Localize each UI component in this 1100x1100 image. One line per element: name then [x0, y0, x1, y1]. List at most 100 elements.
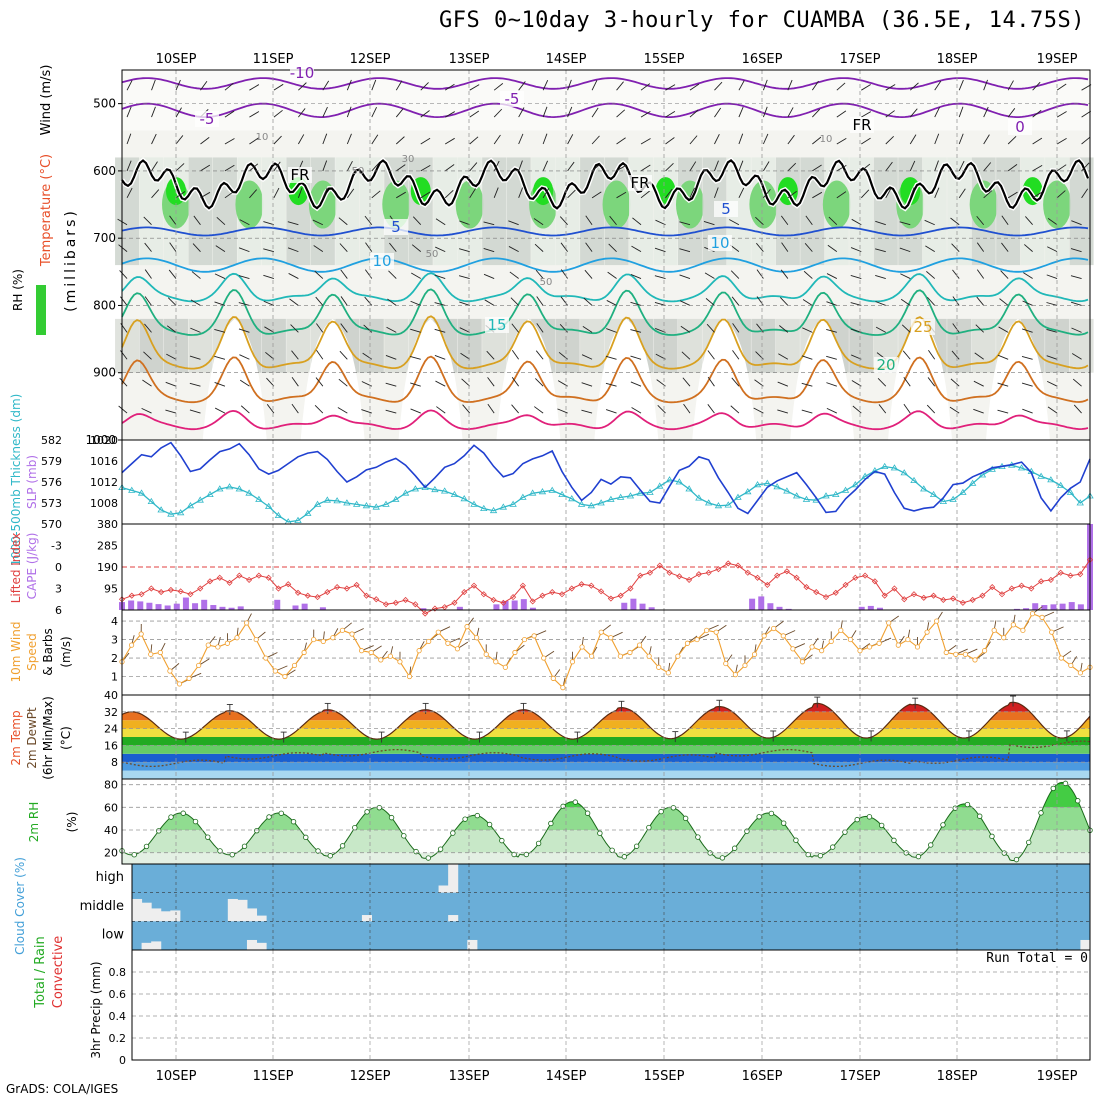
wind-barb — [607, 271, 617, 279]
wind-barb — [1056, 138, 1067, 145]
wind-barb — [264, 326, 275, 333]
wind-barb — [827, 244, 838, 253]
wind-speed-marker — [234, 635, 240, 641]
wind-barb — [828, 216, 838, 226]
wind-barb — [371, 134, 379, 145]
li-marker — [930, 592, 937, 599]
cape-bar — [858, 606, 865, 610]
wind-barb — [144, 323, 152, 333]
thickness-tick-label: 573 — [41, 497, 62, 510]
wind-barb — [1071, 327, 1082, 333]
li-marker — [510, 594, 517, 601]
li-marker — [206, 578, 214, 585]
li-marker — [979, 592, 986, 599]
wind-barb — [1007, 136, 1017, 145]
li-marker — [431, 605, 438, 612]
wind-barb — [928, 350, 936, 360]
wind-barb — [934, 107, 941, 118]
wind-barb — [631, 407, 642, 414]
wind-barb — [738, 133, 744, 145]
wind-barb — [567, 106, 573, 118]
wind-speed-marker — [176, 681, 183, 687]
li-marker — [343, 585, 350, 592]
wind-barb — [738, 106, 744, 118]
li-marker — [148, 585, 155, 592]
wind-barb — [1047, 380, 1058, 387]
temp-axis-title-a: 2m Temp — [9, 710, 23, 765]
wind-speed-marker — [962, 651, 969, 657]
wind-speed-marker — [148, 651, 154, 657]
li-marker — [754, 574, 761, 581]
li-marker — [197, 585, 204, 592]
wind-speed-marker — [272, 668, 278, 674]
cloud-middle-bar — [361, 915, 372, 922]
wind-barb — [469, 110, 480, 118]
wind-barb — [238, 302, 250, 306]
wind-barb — [371, 106, 377, 118]
cape-bar — [182, 597, 189, 610]
cape-tick-label: 190 — [97, 561, 118, 574]
rh-marker — [658, 808, 664, 815]
wind-barb — [850, 302, 862, 306]
wind-barb — [410, 382, 421, 387]
wind-barb — [679, 221, 691, 226]
rh-marker — [1075, 798, 1081, 804]
precip-tick-label: 0.4 — [109, 1010, 127, 1023]
wind-barb — [826, 355, 837, 360]
top-day-label: 11SEP — [253, 52, 294, 67]
li-marker — [705, 569, 712, 576]
wind-barb — [976, 215, 985, 226]
li-marker — [392, 599, 399, 606]
rh-marker — [315, 848, 321, 854]
rh-marker — [977, 813, 983, 819]
cloud-axis-title: Cloud Cover (%) — [13, 857, 27, 955]
wind-barb — [1007, 80, 1014, 91]
temp-color-band — [122, 737, 1090, 746]
wind-barb — [997, 382, 1009, 387]
temp-tick-label: 40 — [104, 689, 118, 702]
wind-barb — [958, 133, 964, 145]
wind-barb — [999, 298, 1009, 306]
thickness-marker — [128, 486, 136, 493]
rh-marker — [352, 824, 358, 831]
wind-barb — [777, 409, 789, 414]
wind-barb — [705, 298, 715, 306]
wind-barb — [1021, 355, 1033, 360]
li-marker — [920, 594, 927, 601]
wind-barb — [640, 138, 651, 145]
thickness-marker — [548, 486, 556, 493]
wind-barb — [1022, 408, 1033, 414]
wind-barb — [900, 298, 911, 306]
wind-speed-marker — [771, 625, 777, 632]
wind-barb — [298, 82, 307, 91]
thickness-marker — [352, 500, 361, 507]
cape-bar — [1050, 604, 1057, 610]
wind-barb — [560, 242, 568, 252]
wind-barb — [689, 109, 699, 118]
wind-barb — [787, 79, 793, 91]
isotherm-label: FR — [630, 174, 649, 192]
wind-barb — [826, 328, 837, 333]
cloud-middle-bar — [256, 915, 267, 922]
wind-barb — [385, 382, 397, 387]
wind-barb — [249, 163, 259, 172]
wind-speed-marker — [723, 660, 729, 667]
wind-axis-title-c: & Barbs — [41, 628, 55, 676]
rh-marker — [462, 816, 468, 822]
wind-barb — [885, 136, 894, 145]
wind-barb — [249, 137, 259, 145]
wind-barb — [665, 137, 675, 145]
wind-barb — [630, 355, 642, 360]
thickness-marker — [626, 492, 635, 499]
thickness-marker — [401, 489, 410, 496]
rh-marker — [915, 853, 922, 860]
pressure-axis-title: (millibars) — [63, 208, 79, 312]
wind-barb — [763, 161, 770, 172]
cape-bar — [749, 598, 756, 610]
cape-bar — [758, 596, 765, 610]
wind-barb — [518, 160, 523, 172]
thickness-marker — [392, 495, 400, 502]
wind-barb — [339, 243, 348, 252]
thickness-marker — [1076, 499, 1084, 506]
wind-barb — [976, 269, 985, 279]
